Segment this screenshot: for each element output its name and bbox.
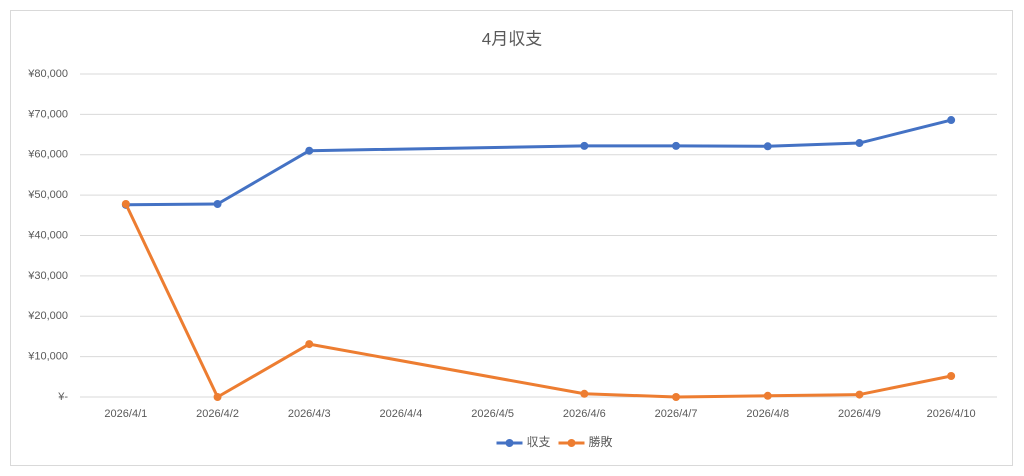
point — [855, 390, 864, 399]
line-segment — [674, 394, 770, 399]
point — [672, 393, 681, 401]
point — [121, 200, 130, 209]
x-tick-label: 2026/4/6 — [563, 408, 606, 420]
line-segment — [766, 141, 861, 148]
x-tick-label: 2026/4/8 — [746, 408, 789, 420]
y-tick-label: ¥50,000 — [27, 189, 68, 201]
line-segment — [857, 118, 953, 145]
point — [580, 141, 589, 150]
y-tick-label: ¥70,000 — [27, 108, 68, 120]
point — [580, 389, 589, 398]
y-tick-label: ¥40,000 — [27, 229, 68, 241]
legend-marker — [567, 439, 576, 447]
y-tick-label: ¥80,000 — [27, 68, 68, 80]
line-segment — [124, 202, 220, 207]
line-segment — [582, 392, 678, 399]
x-tick-label: 2026/4/4 — [380, 408, 423, 420]
point — [305, 340, 314, 349]
line-segment — [307, 342, 586, 396]
point — [947, 372, 956, 381]
x-tick-label: 2026/4/2 — [196, 408, 239, 420]
point — [763, 142, 772, 151]
x-tick-label: 2026/4/3 — [288, 408, 331, 420]
x-tick-label: 2026/4/10 — [927, 408, 976, 420]
line-segment — [124, 202, 220, 399]
point — [305, 146, 314, 155]
y-tick-label: ¥20,000 — [27, 310, 68, 322]
point — [213, 200, 222, 209]
chart-title: 4月収支 — [482, 29, 542, 48]
legend-marker — [505, 439, 514, 447]
chart-border — [10, 10, 1013, 466]
y-tick-label: ¥10,000 — [27, 351, 68, 363]
x-tick-label: 2026/4/1 — [104, 408, 147, 420]
line-segment — [307, 144, 586, 153]
y-tick-label: ¥60,000 — [27, 149, 68, 161]
point — [213, 393, 222, 401]
point — [672, 141, 681, 150]
line-segment — [766, 393, 861, 398]
legend-label: 収支 — [527, 435, 551, 449]
point — [855, 139, 864, 148]
line-segment — [216, 149, 311, 206]
x-tick-label: 2026/4/5 — [471, 408, 514, 420]
point — [947, 116, 956, 125]
line-segment — [857, 374, 953, 397]
x-tick-label: 2026/4/9 — [838, 408, 881, 420]
legend-label: 勝敗 — [589, 434, 613, 449]
y-tick-label: ¥30,000 — [27, 270, 68, 282]
y-tick-label: ¥- — [57, 391, 68, 403]
x-tick-label: 2026/4/7 — [655, 408, 698, 420]
line-segment — [216, 342, 311, 399]
point — [763, 391, 772, 400]
